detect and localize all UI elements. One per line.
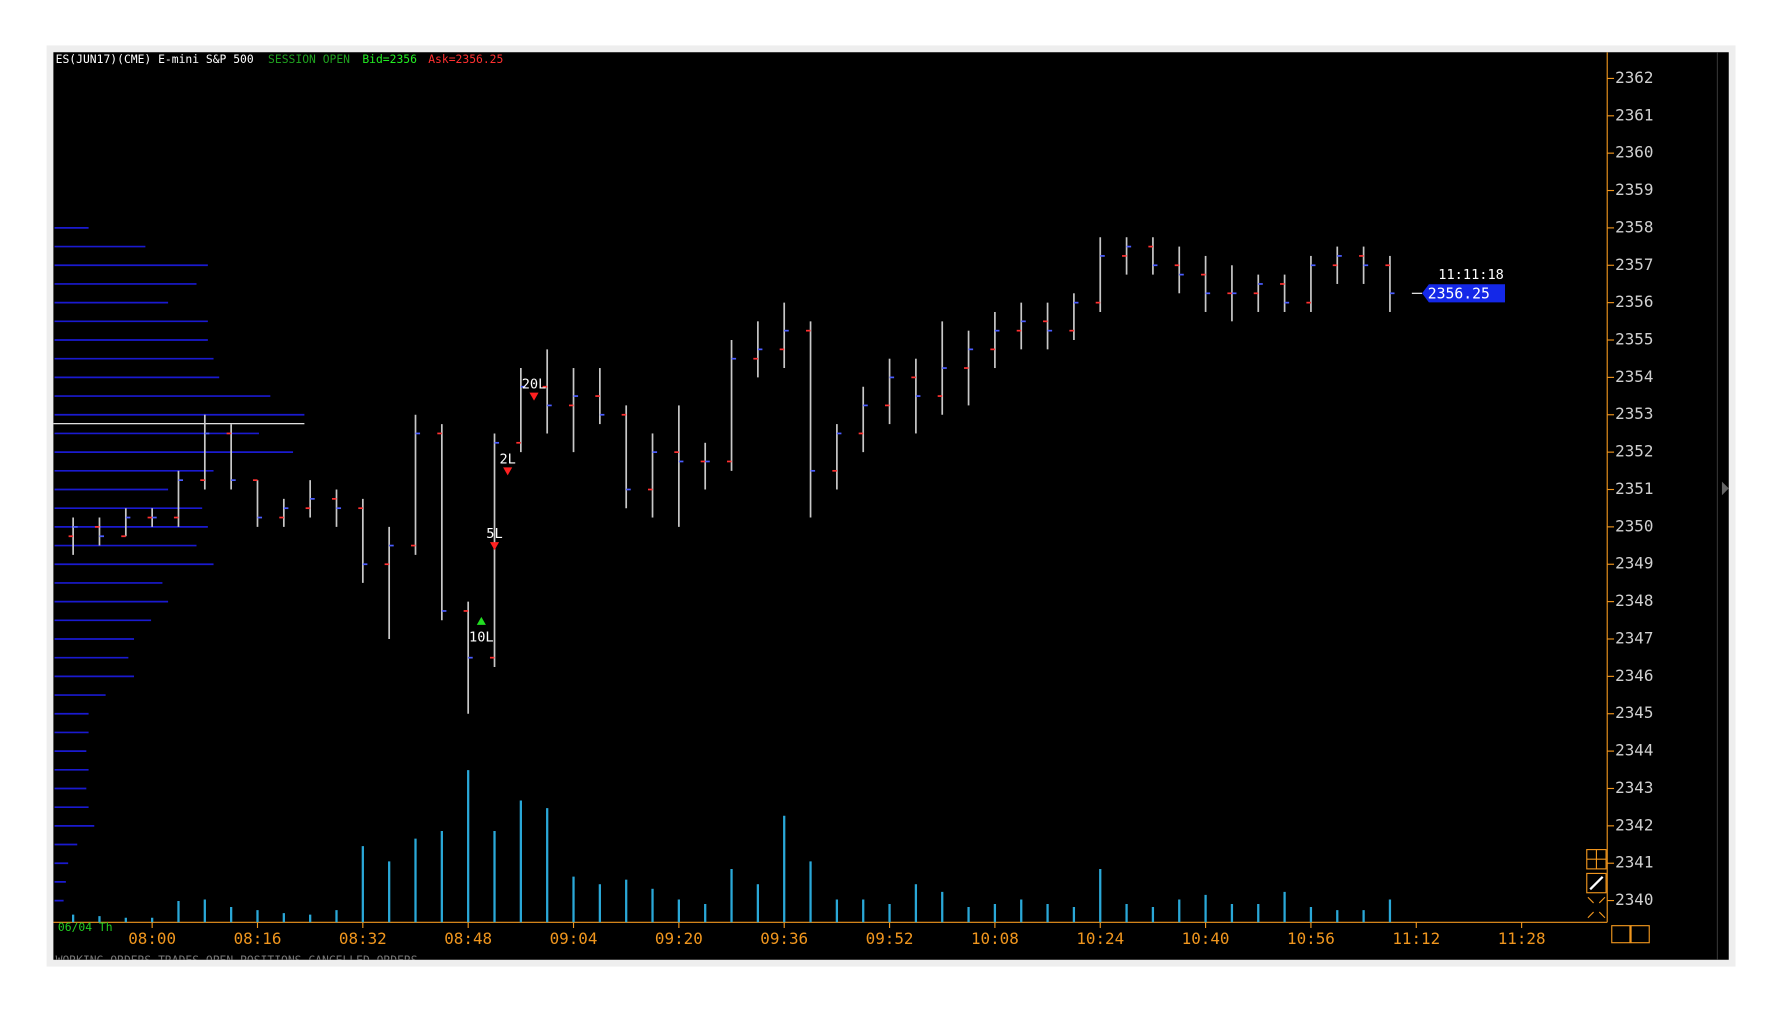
x-tick-label: 08:32	[339, 929, 387, 948]
y-tick-label: 2350	[1615, 516, 1653, 535]
last-price-box	[1422, 284, 1505, 303]
x-tick-label: 08:48	[444, 929, 492, 948]
fill-marker	[529, 392, 539, 401]
fill-label: 20L	[522, 377, 547, 393]
x-tick-label: 10:24	[1076, 929, 1124, 948]
y-tick-label: 2361	[1615, 105, 1653, 124]
session-status: SESSION OPEN	[268, 52, 350, 66]
x-tick-label: 08:16	[234, 929, 282, 948]
panel-toggle[interactable]	[1721, 481, 1729, 496]
instrument-title: ES(JUN17)(CME) E-mini S&P 500	[56, 52, 254, 66]
y-tick-label: 2345	[1615, 703, 1653, 722]
fill-marker	[476, 616, 486, 625]
fill-label: 10L	[469, 629, 494, 645]
x-tick-label: 10:56	[1287, 929, 1335, 948]
fill-marker	[503, 467, 513, 476]
toolbar-icons	[1586, 849, 1650, 944]
y-tick-label: 2341	[1615, 853, 1653, 872]
y-tick-label: 2356	[1615, 292, 1653, 311]
y-tick-label: 2353	[1615, 404, 1653, 423]
y-tick-label: 2342	[1615, 815, 1653, 834]
fill-label: 2L	[499, 451, 515, 467]
x-tick-label: 08:00	[128, 929, 176, 948]
x-tick-label: 09:20	[655, 929, 703, 948]
bid-price: Bid=2356	[362, 52, 417, 66]
y-tick-label: 2358	[1615, 217, 1653, 236]
date-label: 06/04 Th	[58, 920, 113, 934]
y-tick-label: 2354	[1615, 367, 1653, 386]
y-tick-label: 2347	[1615, 628, 1653, 647]
x-tick-label: 09:36	[760, 929, 808, 948]
y-tick-label: 2362	[1615, 68, 1653, 87]
last-time-label: 11:11:18	[1438, 267, 1504, 283]
x-tick-label: 11:28	[1498, 929, 1546, 948]
y-tick-label: 2360	[1615, 143, 1653, 162]
order-tabs[interactable]: WORKING ORDERS TRADES OPEN POSITIONS CAN…	[56, 953, 418, 967]
y-tick-label: 2348	[1615, 591, 1653, 610]
fill-label: 5L	[486, 526, 502, 542]
last-price-label: 2356.25	[1428, 285, 1490, 302]
y-tick-label: 2346	[1615, 666, 1653, 685]
y-tick-label: 2352	[1615, 442, 1653, 461]
y-tick-label: 2343	[1615, 778, 1653, 797]
x-tick-label: 11:12	[1392, 929, 1440, 948]
window-background	[53, 52, 1729, 960]
ask-price: Ask=2356.25	[428, 52, 503, 66]
y-tick-label: 2357	[1615, 255, 1653, 274]
y-tick-label: 2340	[1615, 890, 1653, 909]
y-tick-label: 2355	[1615, 330, 1653, 349]
x-tick-label: 10:08	[971, 929, 1019, 948]
fill-marker	[489, 542, 500, 551]
y-tick-label: 2359	[1615, 180, 1653, 199]
y-tick-label: 2344	[1615, 741, 1653, 760]
y-tick-label: 2351	[1615, 479, 1653, 498]
x-tick-label: 09:04	[550, 929, 598, 948]
x-tick-label: 09:52	[866, 929, 914, 948]
y-tick-label: 2349	[1615, 554, 1653, 573]
x-tick-label: 10:40	[1182, 929, 1230, 948]
chart-content: ES(JUN17)(CME) E-mini S&P 500 SESSION OP…	[53, 52, 1718, 967]
